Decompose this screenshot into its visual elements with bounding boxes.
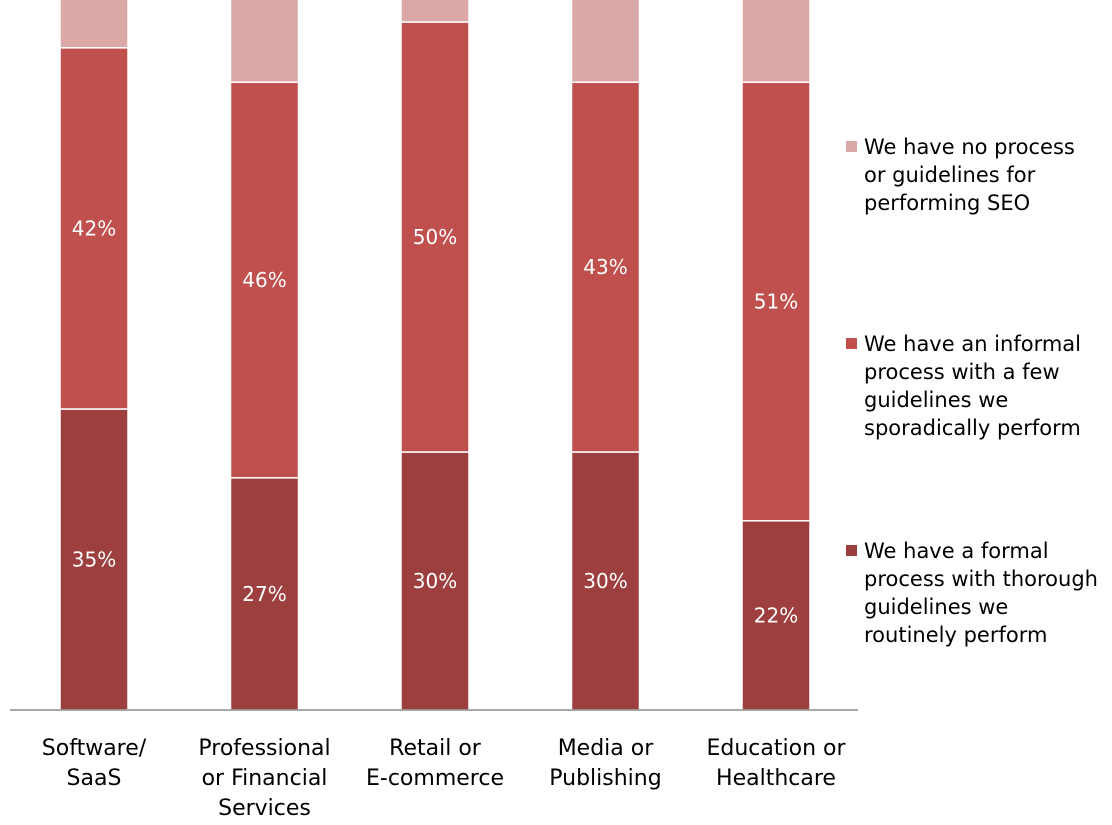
bar-segment-2-2 <box>400 0 470 23</box>
data-label: 30% <box>413 569 457 593</box>
legend-text: guidelines we <box>864 595 1008 619</box>
legend: We have a formal process with thorough gui… <box>846 135 1098 647</box>
bar-segment-4-1 <box>741 81 811 522</box>
legend-marker-0 <box>846 545 857 556</box>
bar-segment-2-1 <box>400 21 470 453</box>
category-label: Publishing <box>549 766 661 791</box>
bar-segment-0-2 <box>59 0 129 49</box>
data-label: 42% <box>72 216 116 240</box>
category-label: SaaS <box>67 766 122 791</box>
category-label: Retail or <box>389 736 482 761</box>
category-label: Healthcare <box>716 766 836 791</box>
legend-text: We have no process <box>864 135 1075 159</box>
data-label: 46% <box>242 268 286 292</box>
category-label: E-commerce <box>366 766 504 791</box>
data-label: 50% <box>413 225 457 249</box>
bar-segment-0-0 <box>59 408 129 711</box>
data-label: 27% <box>242 582 286 606</box>
category-label: Education or <box>706 736 846 761</box>
category-label: Software/ <box>42 736 147 761</box>
data-label: 35% <box>72 548 116 572</box>
category-label: Professional <box>198 736 330 761</box>
legend-marker-2 <box>846 141 857 152</box>
bar-segment-3-1 <box>570 81 641 453</box>
bars-layer: 35%42%22%27%46%25%30%50%19%30%43%24%22%5… <box>59 0 811 711</box>
category-labels: Software/SaaS Professional or Financial Ser… <box>42 736 847 821</box>
data-label: 51% <box>754 290 798 314</box>
category-label: or Financial <box>202 766 328 791</box>
bar-segment-4-2 <box>741 0 811 83</box>
category-label: Services <box>218 796 311 821</box>
data-label: 22% <box>754 603 798 627</box>
legend-text: performing SEO <box>864 191 1030 215</box>
legend-text: We have a formal <box>864 539 1049 563</box>
bar-segment-1-1 <box>229 81 300 479</box>
bar-segment-3-2 <box>570 0 641 83</box>
data-label: 43% <box>583 255 627 279</box>
legend-text: process with thorough <box>864 567 1098 591</box>
legend-text: process with a few <box>864 360 1060 384</box>
legend-text: We have an informal <box>864 332 1081 356</box>
legend-text: sporadically perform <box>864 416 1081 440</box>
bar-segment-1-2 <box>229 0 300 83</box>
category-label: Media or <box>558 736 655 761</box>
data-label: 30% <box>583 569 627 593</box>
legend-marker-1 <box>846 338 857 349</box>
bar-segment-0-1 <box>59 47 129 410</box>
legend-text: or guidelines for <box>864 163 1036 187</box>
legend-text: guidelines we <box>864 388 1008 412</box>
legend-text: routinely perform <box>864 623 1047 647</box>
